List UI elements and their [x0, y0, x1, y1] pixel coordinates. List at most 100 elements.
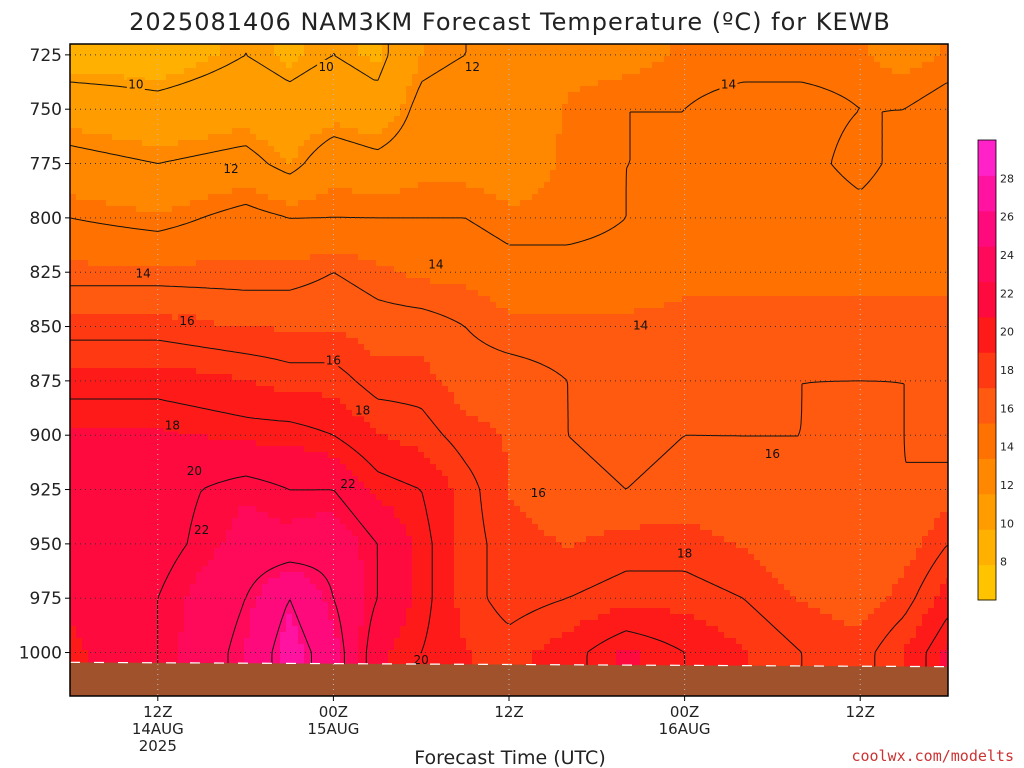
field-cell	[142, 98, 149, 105]
field-cell	[334, 104, 341, 111]
field-cell	[94, 158, 101, 165]
field-cell	[322, 620, 329, 627]
field-cell	[226, 134, 233, 141]
field-cell	[208, 266, 215, 273]
field-cell	[202, 296, 209, 303]
field-cell	[130, 308, 137, 315]
field-cell	[184, 590, 191, 597]
field-cell	[238, 278, 245, 285]
field-cell	[292, 200, 299, 207]
field-cell	[310, 500, 317, 507]
field-cell	[274, 110, 281, 117]
field-cell	[238, 380, 245, 387]
field-cell	[190, 404, 197, 411]
field-cell	[112, 272, 119, 279]
field-cell	[94, 614, 101, 621]
field-cell	[202, 320, 209, 327]
field-cell	[196, 410, 203, 417]
field-cell	[184, 512, 191, 519]
field-cell	[256, 632, 263, 639]
field-cell	[292, 248, 299, 255]
field-cell	[178, 452, 185, 459]
field-cell	[124, 458, 131, 465]
field-cell	[232, 146, 239, 153]
field-cell	[238, 98, 245, 105]
field-cell	[256, 464, 263, 471]
field-cell	[94, 428, 101, 435]
field-cell	[82, 284, 89, 291]
field-cell	[238, 254, 245, 261]
field-cell	[184, 68, 191, 75]
field-cell	[76, 554, 83, 561]
field-cell	[298, 230, 305, 237]
field-cell	[76, 92, 83, 99]
field-cell	[70, 344, 77, 351]
field-cell	[214, 350, 221, 357]
field-cell	[88, 134, 95, 141]
field-cell	[172, 86, 179, 93]
field-cell	[220, 572, 227, 579]
field-cell	[280, 578, 287, 585]
field-cell	[70, 506, 77, 513]
field-cell	[304, 104, 311, 111]
field-cell	[124, 386, 131, 393]
field-cell	[190, 440, 197, 447]
field-cell	[106, 284, 113, 291]
field-cell	[322, 170, 329, 177]
field-cell	[316, 512, 323, 519]
field-cell	[310, 86, 317, 93]
field-cell	[322, 326, 329, 333]
field-cell	[292, 218, 299, 225]
field-cell	[154, 524, 161, 531]
field-cell	[70, 602, 77, 609]
field-cell	[340, 164, 347, 171]
field-cell	[166, 380, 173, 387]
field-cell	[232, 128, 239, 135]
field-cell	[220, 320, 227, 327]
field-cell	[172, 320, 179, 327]
field-cell	[310, 578, 317, 585]
field-cell	[70, 584, 77, 591]
field-cell	[202, 92, 209, 99]
field-cell	[268, 434, 275, 441]
field-cell	[340, 536, 347, 543]
field-cell	[190, 152, 197, 159]
field-cell	[82, 74, 89, 81]
field-cell	[304, 602, 311, 609]
field-cell	[322, 584, 329, 591]
field-cell	[286, 614, 293, 621]
field-cell	[244, 632, 251, 639]
field-cell	[160, 182, 167, 189]
field-cell	[286, 314, 293, 321]
field-cell	[190, 296, 197, 303]
field-cell	[166, 548, 173, 555]
field-cell	[256, 170, 263, 177]
field-cell	[274, 290, 281, 297]
field-cell	[70, 548, 77, 555]
field-cell	[208, 158, 215, 165]
field-cell	[100, 122, 107, 129]
field-cell	[142, 446, 149, 453]
field-cell	[250, 632, 257, 639]
field-cell	[316, 320, 323, 327]
field-cell	[166, 434, 173, 441]
field-cell	[292, 488, 299, 495]
field-cell	[340, 80, 347, 87]
field-cell	[148, 74, 155, 81]
field-cell	[286, 152, 293, 159]
field-cell	[106, 632, 113, 639]
field-cell	[160, 50, 167, 57]
field-cell	[328, 422, 335, 429]
field-cell	[220, 80, 227, 87]
field-cell	[190, 620, 197, 627]
field-cell	[322, 644, 329, 651]
field-cell	[130, 134, 137, 141]
field-cell	[334, 506, 341, 513]
field-cell	[286, 236, 293, 243]
field-cell	[124, 170, 131, 177]
field-cell	[172, 284, 179, 291]
field-cell	[340, 572, 347, 579]
field-cell	[76, 248, 83, 255]
field-cell	[106, 92, 113, 99]
field-cell	[118, 284, 125, 291]
